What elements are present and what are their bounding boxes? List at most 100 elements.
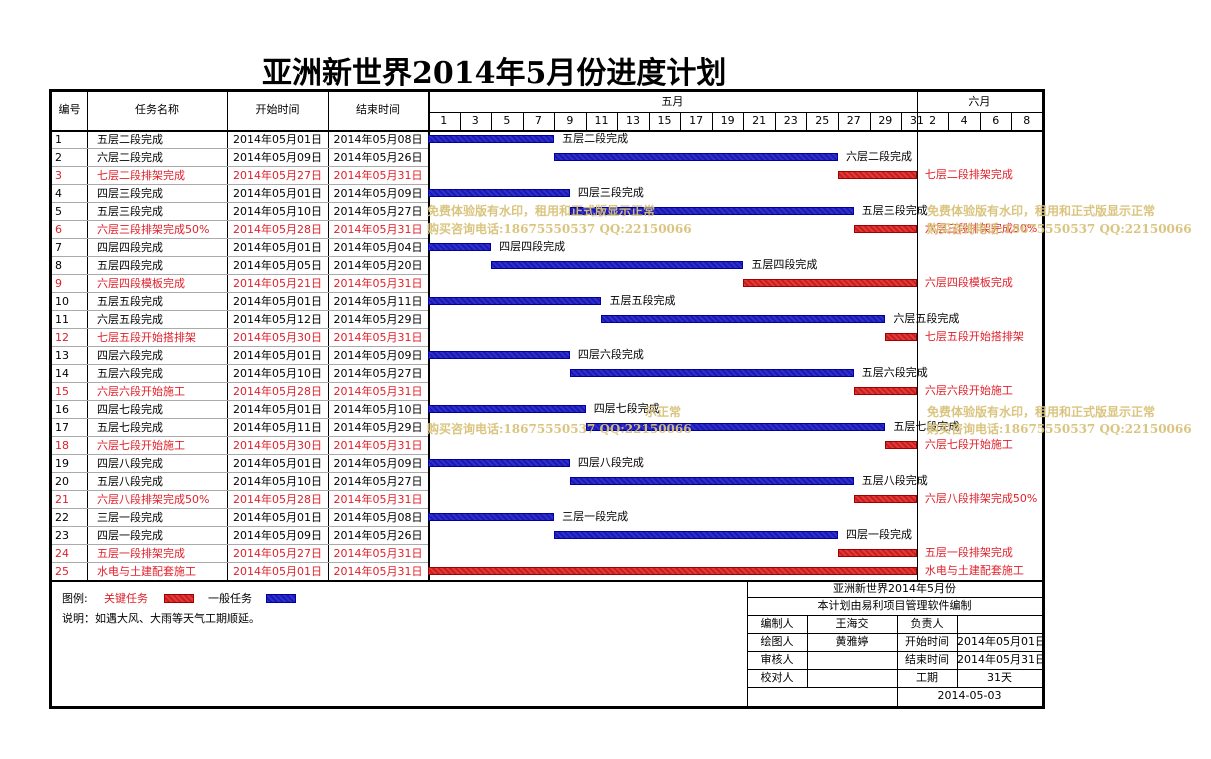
grid-line <box>711 112 713 130</box>
task-start: 2014年05月11日 <box>233 421 322 434</box>
task-name: 五层三段完成 <box>97 205 163 218</box>
task-start: 2014年05月01日 <box>233 349 322 362</box>
info-end: 2014年05月31日 <box>957 653 1046 666</box>
normal-task-bar <box>428 513 555 521</box>
task-number: 11 <box>55 313 69 326</box>
grid-line <box>52 130 1042 132</box>
critical-task-bar <box>885 333 917 341</box>
info-duration-label: 工期 <box>916 671 938 684</box>
normal-task-bar <box>491 261 744 269</box>
grid-line <box>52 562 428 563</box>
critical-task-bar <box>838 549 917 557</box>
header-day: 4 <box>960 114 968 127</box>
header-day: 29 <box>878 114 893 127</box>
grid-line <box>807 615 808 633</box>
critical-task-bar <box>853 387 917 395</box>
critical-task-bar <box>838 171 917 179</box>
grid-line <box>428 112 1042 113</box>
task-end: 2014年05月08日 <box>333 133 423 146</box>
task-name: 水电与土建配套施工 <box>97 565 196 578</box>
bar-label: 五层四段完成 <box>751 258 818 271</box>
task-end: 2014年05月09日 <box>333 187 423 200</box>
task-number: 18 <box>55 439 69 452</box>
grid-line <box>897 651 898 669</box>
task-name: 五层二段完成 <box>97 133 163 146</box>
grid-line <box>52 202 428 203</box>
header-day: 25 <box>815 114 830 127</box>
grid-line <box>52 310 428 311</box>
grid-line <box>52 364 428 365</box>
header-task-name: 任务名称 <box>135 103 179 116</box>
task-name: 四层一段完成 <box>97 529 163 542</box>
task-number: 16 <box>55 403 69 416</box>
task-name: 四层四段完成 <box>97 241 163 254</box>
task-name: 五层六段完成 <box>97 367 163 380</box>
grid-line <box>52 508 428 509</box>
task-start: 2014年05月10日 <box>233 367 322 380</box>
watermark-text: 购买咨询电话:18675550537 QQ:22150066 <box>927 422 1192 436</box>
bar-label: 五层五段完成 <box>609 294 676 307</box>
critical-task-bar <box>743 279 917 287</box>
bar-label: 六层七段开始施工 <box>924 438 1013 451</box>
watermark-text: 示正常 <box>645 405 682 419</box>
grid-line <box>328 92 329 580</box>
task-start: 2014年05月21日 <box>233 277 322 290</box>
task-number: 7 <box>55 241 62 254</box>
task-name: 六层六段开始施工 <box>97 385 185 398</box>
header-day: 23 <box>783 114 798 127</box>
task-start: 2014年05月09日 <box>233 529 322 542</box>
watermark-text: 购买咨询电话:18675550537 QQ:22150066 <box>427 422 692 436</box>
bar-label: 六层四段模板完成 <box>924 276 1013 289</box>
task-number: 20 <box>55 475 69 488</box>
task-start: 2014年05月01日 <box>233 133 322 146</box>
grid-line <box>897 615 898 633</box>
normal-task-bar <box>428 297 602 305</box>
grid-line <box>585 112 587 130</box>
watermark-text: 免费体验版有水印，租用和正式版显示正常 <box>927 204 1156 218</box>
task-number: 17 <box>55 421 69 434</box>
task-start: 2014年05月28日 <box>233 223 322 236</box>
task-name: 四层八段完成 <box>97 457 163 470</box>
task-end: 2014年05月31日 <box>333 223 423 236</box>
task-name: 六层四段模板完成 <box>97 277 185 290</box>
bar-label: 六层六段开始施工 <box>924 384 1013 397</box>
grid-line <box>807 633 808 651</box>
grid-line <box>743 112 745 130</box>
grid-line <box>87 92 88 580</box>
grid-line <box>52 238 428 239</box>
grid-line <box>948 112 950 130</box>
task-name: 五层一段排架完成 <box>97 547 185 560</box>
grid-line <box>459 112 461 130</box>
info-start: 2014年05月01日 <box>957 635 1046 648</box>
grid-line <box>52 256 428 257</box>
info-drawer: 黄雅婷 <box>835 635 869 648</box>
task-end: 2014年05月11日 <box>333 295 423 308</box>
critical-task-bar <box>853 495 917 503</box>
header-month-june: 六月 <box>968 95 991 108</box>
task-number: 19 <box>55 457 69 470</box>
grid-line <box>227 92 228 580</box>
bar-label: 四层四段完成 <box>499 240 566 253</box>
bar-label: 六层三段排架完成50% <box>924 222 1038 235</box>
task-end: 2014年05月31日 <box>333 385 423 398</box>
header-day: 19 <box>720 114 735 127</box>
task-name: 七层五段开始搭排架 <box>97 331 196 344</box>
task-name: 六层二段完成 <box>97 151 163 164</box>
task-number: 4 <box>55 187 62 200</box>
grid-line <box>897 633 898 651</box>
header-day: 5 <box>503 114 511 127</box>
bar-label: 四层三段完成 <box>577 186 644 199</box>
task-start: 2014年05月27日 <box>233 169 322 182</box>
grid-line <box>747 615 1042 616</box>
header-day: 2 <box>929 114 937 127</box>
bar-label: 五层七段完成 <box>893 420 960 433</box>
bar-label: 七层二段排架完成 <box>924 168 1013 181</box>
task-number: 6 <box>55 223 62 236</box>
watermark-text: 购买咨询电话:18675550537 QQ:22150066 <box>427 222 692 236</box>
header-day: 1 <box>440 114 448 127</box>
grid-line <box>747 687 1042 688</box>
task-start: 2014年05月05日 <box>233 259 322 272</box>
task-end: 2014年05月31日 <box>333 277 423 290</box>
grid-line <box>774 112 776 130</box>
normal-task-bar <box>428 135 555 143</box>
